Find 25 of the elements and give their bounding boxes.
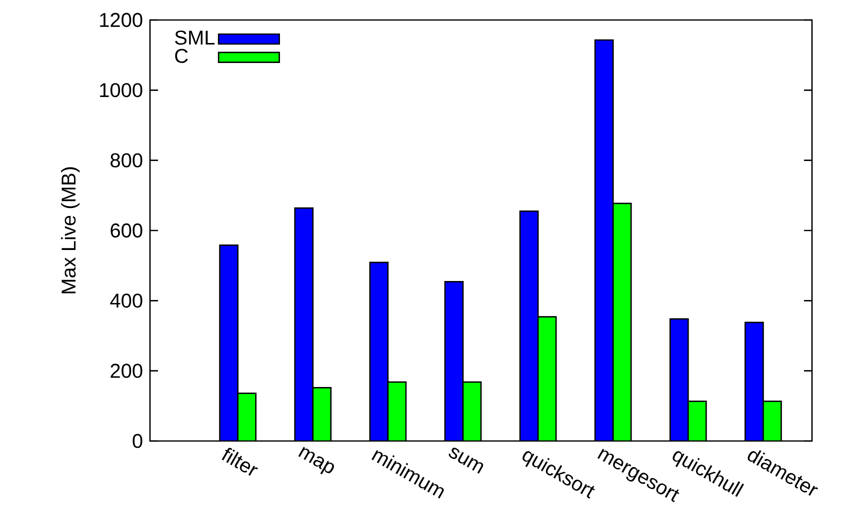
bar	[444, 281, 464, 441]
bar	[369, 262, 389, 441]
bar	[294, 207, 314, 441]
x-tick-label: sum	[448, 448, 484, 474]
y-tick-label: 600	[110, 223, 142, 238]
bar	[219, 244, 238, 441]
y-tick-label: 1000	[100, 83, 142, 98]
bar	[387, 381, 407, 441]
legend-label: SML	[175, 30, 215, 45]
y-tick-label: 200	[110, 364, 142, 378]
bar	[462, 381, 482, 441]
bar	[744, 322, 764, 441]
y-axis-title: Max Live (MB)	[61, 167, 80, 294]
bar	[612, 202, 632, 441]
bar	[537, 316, 557, 441]
y-tick-label: 400	[110, 294, 142, 308]
bar	[594, 39, 614, 441]
y-tick-label: 1200	[100, 12, 142, 28]
x-tick-label: map	[298, 446, 334, 474]
y-tick-label: 800	[110, 153, 142, 168]
x-tick-label: filter	[222, 448, 258, 476]
bar	[669, 318, 689, 441]
legend-label: C	[175, 48, 188, 64]
y-tick-label: 0	[132, 434, 142, 448]
bar	[519, 210, 539, 441]
